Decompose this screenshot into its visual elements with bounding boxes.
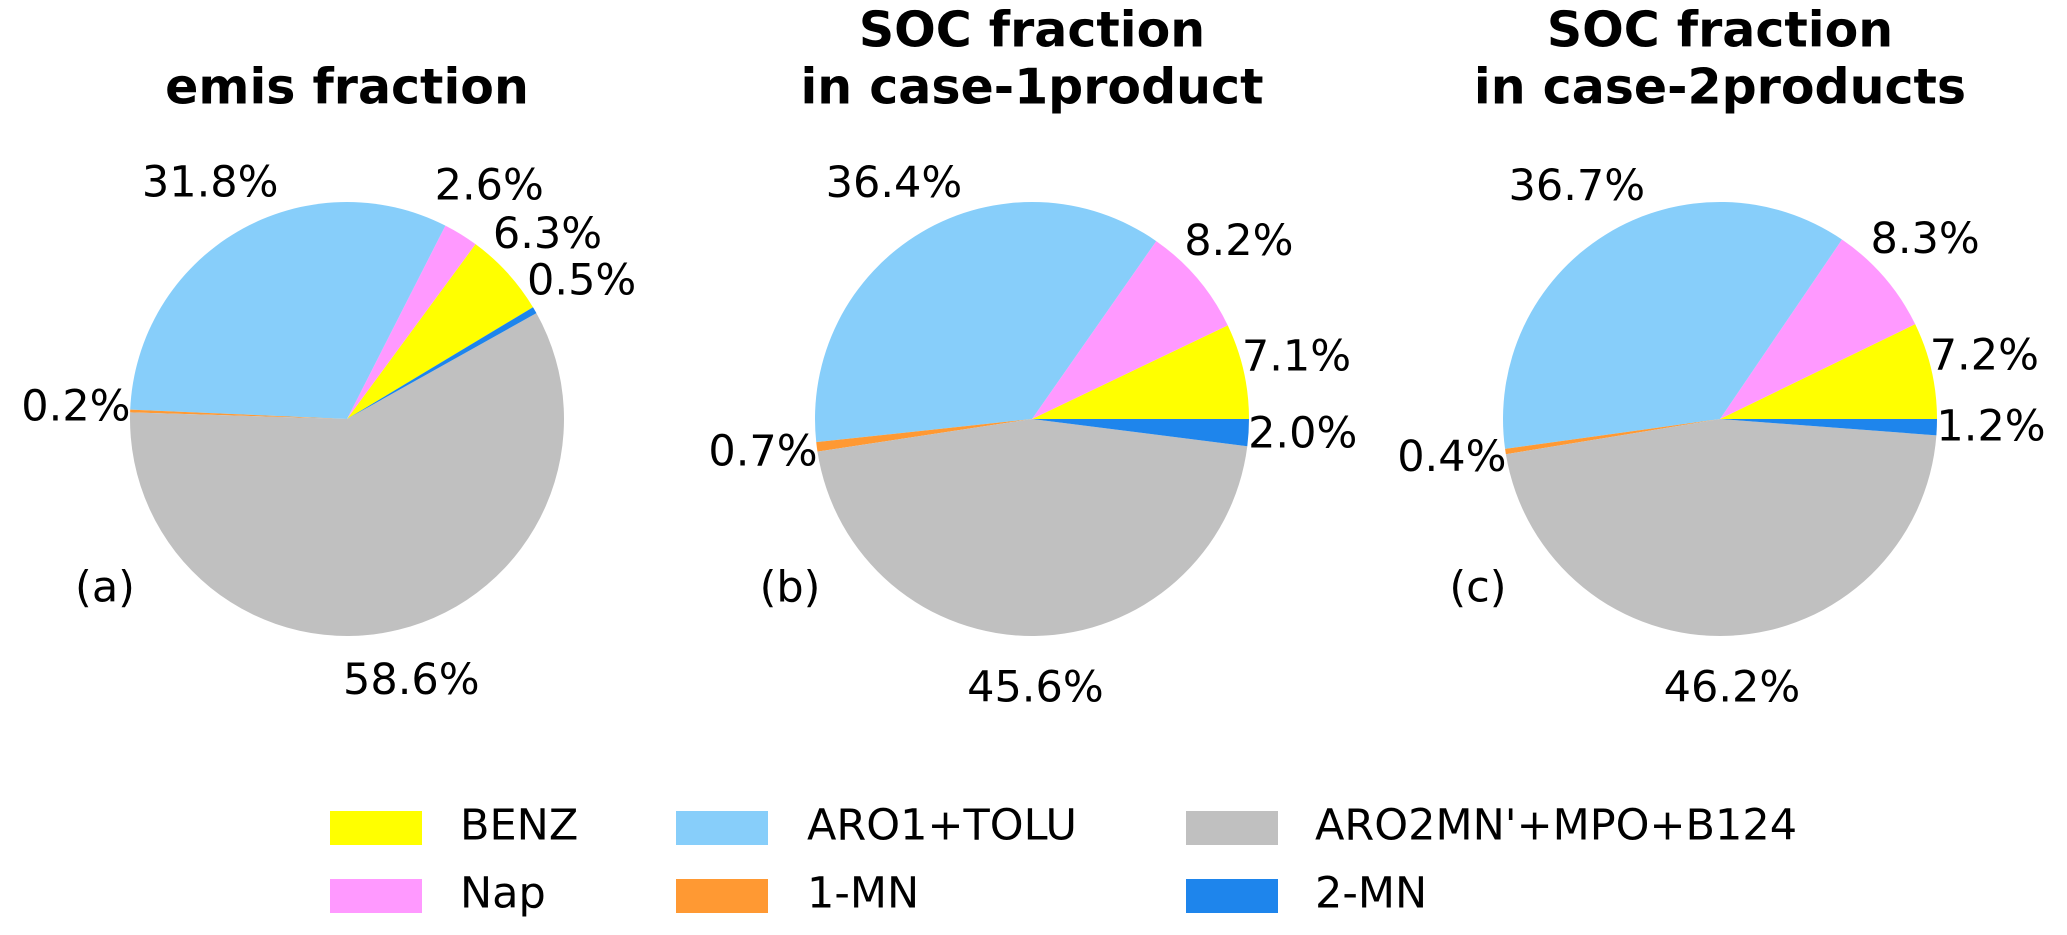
value-label: 0.4% [1397, 432, 1506, 482]
legend-label: 1-MN [807, 869, 919, 919]
value-label: 31.8% [142, 157, 279, 207]
pie-wedge [815, 201, 1157, 443]
pie-wedge [130, 202, 446, 419]
pie-wedge [1032, 241, 1228, 419]
chart-title: SOC fraction [859, 2, 1205, 59]
legend-swatch [330, 879, 422, 913]
value-label: 0.5% [527, 255, 636, 305]
legend-swatch [676, 879, 768, 913]
panel-label: (b) [760, 563, 821, 613]
legend-label: ARO1+TOLU [807, 801, 1077, 851]
value-label: 6.3% [493, 209, 602, 259]
legend-swatch [1186, 811, 1278, 845]
legend-label: BENZ [460, 801, 578, 851]
value-label: 45.6% [967, 663, 1104, 713]
panel-label: (c) [1449, 563, 1506, 613]
pie-wedge [1505, 419, 1937, 636]
pie-wedge [347, 307, 537, 419]
legend-swatch [330, 811, 422, 845]
pie-wedge [816, 419, 1032, 452]
panel-label: (a) [75, 563, 135, 613]
value-label: 2.0% [1248, 409, 1357, 459]
legend-swatch [1186, 879, 1278, 913]
chart-title: in case-2products [1474, 59, 1966, 116]
pie-wedge [817, 419, 1248, 637]
value-label: 36.7% [1509, 161, 1646, 211]
pie-wedge [1032, 325, 1249, 419]
value-label: 2.6% [435, 161, 544, 211]
pie-wedge [1720, 239, 1916, 419]
pie-wedge [1720, 324, 1938, 419]
pie-wedge [1505, 419, 1720, 455]
legend-label: 2-MN [1315, 869, 1427, 919]
value-label: 7.1% [1242, 331, 1351, 381]
value-label: 1.2% [1936, 402, 2045, 452]
value-label: 7.2% [1930, 331, 2039, 381]
value-label: 46.2% [1664, 662, 1801, 712]
legend-label: Nap [460, 869, 546, 919]
legend-label: ARO2MN'+MPO+B124 [1315, 801, 1797, 851]
chart-title: in case-1product [800, 59, 1263, 116]
pie-wedge [130, 409, 347, 419]
pie-wedge [1503, 201, 1842, 449]
pie-wedge [130, 313, 564, 636]
chart-title: SOC fraction [1547, 2, 1893, 59]
value-label: 0.2% [21, 381, 130, 431]
chart-title: emis fraction [165, 59, 529, 116]
pie-wedge [1032, 419, 1249, 447]
value-label: 0.7% [708, 426, 817, 476]
value-label: 8.3% [1871, 214, 1980, 264]
value-label: 8.2% [1184, 216, 1293, 266]
legend-swatch [676, 811, 768, 845]
value-label: 36.4% [826, 158, 963, 208]
pie-wedge [347, 244, 534, 419]
value-label: 58.6% [343, 655, 480, 705]
pie-wedge [1720, 419, 1938, 436]
pie-wedge [347, 225, 476, 419]
